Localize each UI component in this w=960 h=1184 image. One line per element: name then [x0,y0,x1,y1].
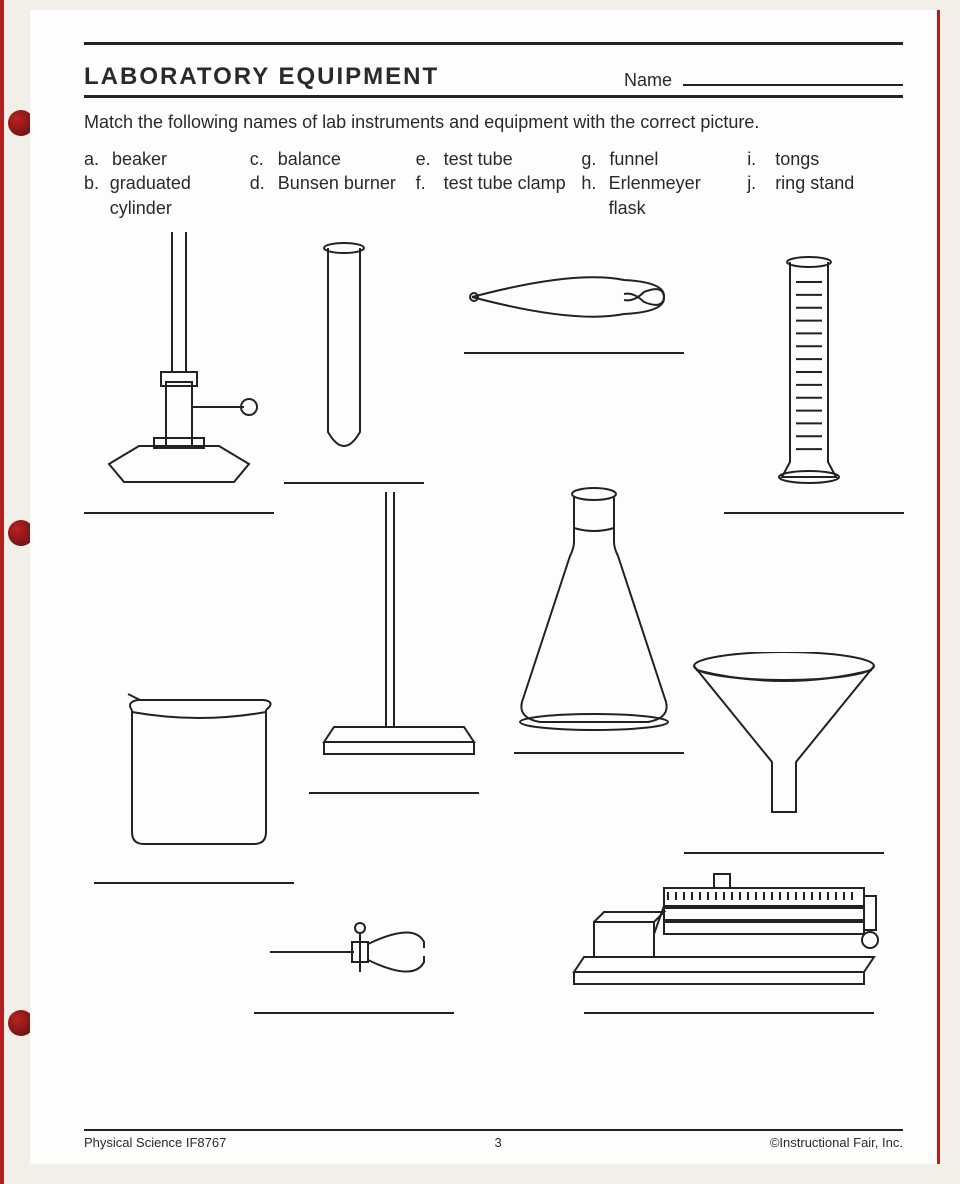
top-rule [84,42,903,45]
name-label: Name [624,70,672,90]
balance-answer-line[interactable] [584,1012,874,1014]
funnel-icon [684,652,884,822]
bunsen-burner-icon [94,232,264,492]
option-i: i.tongs [747,147,903,171]
option-g: g.funnel [581,147,737,171]
footer-center: 3 [494,1135,501,1150]
test-tube-icon [304,242,384,462]
option-h: h.Erlenmeyer flask [581,171,737,220]
bunsen-burner-answer-line[interactable] [84,512,274,514]
beaker-answer-line[interactable] [94,882,294,884]
footer-left: Physical Science IF8767 [84,1135,226,1150]
option-b: b.graduated cylinder [84,171,240,220]
name-blank[interactable] [683,84,903,86]
erlenmeyer-flask-icon [504,482,684,732]
ring-stand-answer-line[interactable] [309,792,479,794]
graduated-cylinder-answer-line[interactable] [724,512,904,514]
test-tube-clamp-icon [264,912,444,992]
instruction: Match the following names of lab instrum… [84,112,903,133]
option-c: c.balance [250,147,406,171]
erlenmeyer-flask-answer-line[interactable] [514,752,684,754]
footer-right: ©Instructional Fair, Inc. [770,1135,903,1150]
name-field: Name [624,70,903,91]
page-title: LABORATORY EQUIPMENT [84,63,439,91]
beaker-icon [114,692,284,852]
test-tube-clamp-answer-line[interactable] [254,1012,454,1014]
tongs-icon [464,262,684,332]
header-row: LABORATORY EQUIPMENT Name [84,63,903,91]
title-rule [84,95,903,98]
option-a: a.beaker [84,147,240,171]
balance-icon [564,852,884,992]
option-j: j.ring stand [747,171,903,195]
tongs-answer-line[interactable] [464,352,684,354]
footer: Physical Science IF8767 3 ©Instructional… [84,1129,903,1150]
options-grid: a.beaker b.graduated cylinder c.balance … [84,147,903,220]
option-e: e.test tube [416,147,572,171]
graduated-cylinder-icon [764,252,854,492]
option-f: f.test tube clamp [416,171,572,195]
test-tube-answer-line[interactable] [284,482,424,484]
worksheet-page: LABORATORY EQUIPMENT Name Match the foll… [30,10,940,1164]
option-d: d.Bunsen burner [250,171,406,195]
ring-stand-icon [314,492,484,772]
diagram-area [84,232,903,1012]
